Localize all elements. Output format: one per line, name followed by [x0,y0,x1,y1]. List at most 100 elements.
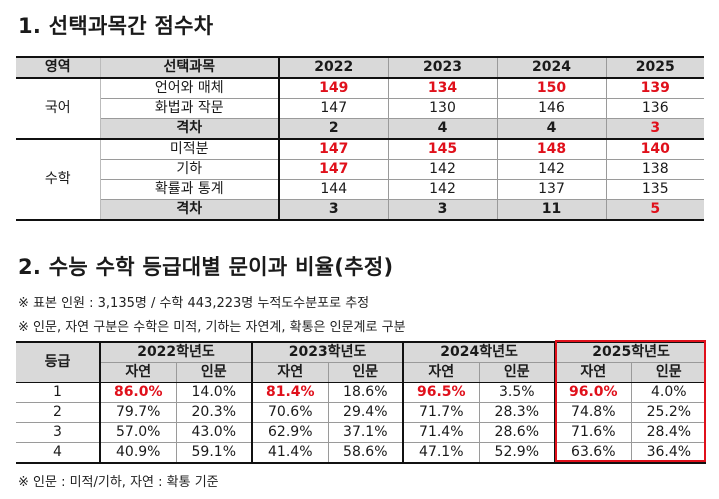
gap-cell: 11 [497,199,607,221]
ratio-cell: 28.6% [479,422,557,443]
subject-cell: 언어와 매체 [100,78,280,99]
score-cell: 139 [606,78,704,99]
table-row: 국어 언어와 매체 149 134 150 139 [16,78,704,140]
score-cell: 142 [388,159,498,180]
table-row: 수학 미적분 147 145 148 140 [16,139,704,221]
ratio-cell: 79.7% [100,402,177,423]
ratio-cell: 96.0% [555,382,632,403]
score-cell: 147 [279,139,389,160]
section2-title: 2. 수능 수학 등급대별 문이과 비율(추정) [18,255,394,279]
ratio-cell: 71.4% [403,422,480,443]
header-humanities: 인문 [631,362,707,383]
header-2025: 2025 [606,57,704,79]
gap-cell: 4 [388,118,498,140]
score-cell: 144 [279,179,389,200]
ratio-cell: 57.0% [100,422,177,443]
score-cell: 135 [606,179,704,200]
table-row: 1 86.0% 14.0% 81.4% 18.6% 96.5% 3.5% 96.… [16,382,707,403]
header-area: 영역 [16,57,101,79]
ratio-cell: 28.4% [631,422,707,443]
header-2022: 2022 [279,57,389,79]
subject-cell: 기하 [100,159,280,180]
score-cell: 130 [388,98,498,119]
score-cell: 145 [388,139,498,160]
header-humanities: 인문 [479,362,557,383]
ratio-cell: 20.3% [176,402,254,423]
gap-cell: 3 [606,118,704,140]
ratio-cell: 71.6% [555,422,632,443]
grade-cell: 4 [16,442,101,463]
header-natural: 자연 [100,362,177,383]
header-year-2022: 2022학년도 [100,342,254,363]
footnote: ※ 인문 : 미적/기하, 자연 : 확통 기준 [18,475,219,490]
ratio-cell: 14.0% [176,382,254,403]
ratio-cell: 29.4% [328,402,405,423]
header-year-2024: 2024학년도 [403,342,557,363]
score-cell: 138 [606,159,704,180]
header-humanities: 인문 [176,362,254,383]
header-year-2025: 2025학년도 [555,342,707,363]
ratio-cell: 3.5% [479,382,557,403]
score-cell: 147 [279,98,389,119]
table-row: 3 57.0% 43.0% 62.9% 37.1% 71.4% 28.6% 71… [16,422,707,443]
ratio-cell: 18.6% [328,382,405,403]
score-gap-table: 영역 선택과목 2022 2023 2024 2025 국어 언어와 매체 14… [16,56,704,221]
gap-cell: 5 [606,199,704,221]
gap-cell: 4 [497,118,607,140]
table-row: 기하 147 142 142 138 [16,159,704,180]
header-2024: 2024 [497,57,607,79]
score-cell: 149 [279,78,389,99]
table-header-row: 영역 선택과목 2022 2023 2024 2025 [16,57,704,79]
score-cell: 146 [497,98,607,119]
ratio-cell: 81.4% [252,382,329,403]
score-cell: 136 [606,98,704,119]
ratio-cell: 63.6% [555,442,632,463]
area-korean: 국어 [16,78,101,140]
ratio-cell: 4.0% [631,382,707,403]
header-subject: 선택과목 [100,57,280,79]
header-year-2023: 2023학년도 [252,342,405,363]
score-cell: 148 [497,139,607,160]
grade-cell: 1 [16,382,101,403]
sub-header-row: 자연 인문 자연 인문 자연 인문 자연 인문 [16,362,707,383]
ratio-cell: 58.6% [328,442,405,463]
ratio-cell: 37.1% [328,422,405,443]
score-cell: 147 [279,159,389,180]
ratio-cell: 40.9% [100,442,177,463]
note-sample: ※ 표본 인원 : 3,135명 / 수학 443,223명 누적도수분포로 추… [18,296,370,311]
ratio-cell: 43.0% [176,422,254,443]
table-row: 4 40.9% 59.1% 41.4% 58.6% 47.1% 52.9% 63… [16,442,706,463]
gap-row: 격차 3 3 11 5 [16,199,704,221]
ratio-cell: 41.4% [252,442,329,463]
table-row: 확률과 통계 144 142 137 135 [16,179,704,200]
ratio-cell: 96.5% [403,382,480,403]
ratio-cell: 74.8% [555,402,632,423]
score-cell: 134 [388,78,498,99]
table-row: 2 79.7% 20.3% 70.6% 29.4% 71.7% 28.3% 74… [16,402,707,423]
table-row: 화법과 작문 147 130 146 136 [16,98,704,119]
ratio-cell: 71.7% [403,402,480,423]
year-header-row: 등급 2022학년도 2023학년도 2024학년도 2025학년도 [16,342,707,383]
score-cell: 140 [606,139,704,160]
gap-label: 격차 [100,199,280,221]
note-classification: ※ 인문, 자연 구분은 수학은 미적, 기하는 자연계, 확통은 인문계로 구… [18,320,406,335]
gap-cell: 2 [279,118,389,140]
ratio-cell: 36.4% [646,444,692,460]
grade-cell: 2 [16,402,101,423]
gap-label: 격차 [100,118,280,140]
ratio-cell: 52.9% [479,442,557,463]
grade-ratio-table: 등급 2022학년도 2023학년도 2024학년도 2025학년도 자연 인문… [16,341,707,464]
header-2023: 2023 [388,57,498,79]
ratio-cell: 59.1% [176,442,254,463]
grade-cell: 3 [16,422,101,443]
subject-cell: 화법과 작문 [100,98,280,119]
ratio-cell: 25.2% [631,402,707,423]
gap-row: 격차 2 4 4 3 [16,118,704,140]
header-natural: 자연 [252,362,329,383]
ratio-cell: 62.9% [252,422,329,443]
ratio-cell: 86.0% [100,382,177,403]
subject-cell: 확률과 통계 [100,179,280,200]
area-math: 수학 [16,139,101,221]
score-cell: 142 [388,179,498,200]
header-natural: 자연 [555,362,632,383]
